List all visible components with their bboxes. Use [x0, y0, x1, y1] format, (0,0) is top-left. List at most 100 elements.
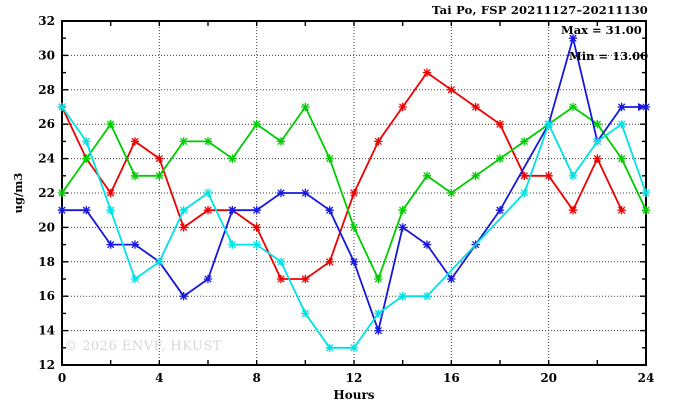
data-point-marker: [252, 223, 261, 232]
data-point-marker: [130, 274, 140, 284]
data-point-marker: [422, 171, 432, 180]
data-point-marker: [374, 309, 383, 318]
data-point-marker: [398, 292, 407, 301]
data-point-marker: [276, 137, 286, 146]
data-point-marker: [325, 206, 334, 215]
data-point-marker: [130, 137, 140, 146]
data-point-marker: [398, 206, 407, 215]
data-point-marker: [520, 171, 529, 180]
data-point-marker: [106, 240, 115, 249]
data-point-marker: [617, 206, 626, 215]
data-point-marker: [349, 223, 359, 232]
data-point-marker: [228, 154, 237, 163]
y-tick-label: 24: [38, 152, 55, 166]
y-tick-label: 28: [38, 83, 55, 97]
data-point-marker: [301, 102, 310, 112]
watermark-text: © 2026 ENVF, HKUST: [64, 339, 222, 354]
x-tick-label: 8: [252, 371, 260, 385]
data-point-marker: [325, 343, 334, 352]
data-point-marker: [495, 120, 505, 129]
data-point-marker: [568, 102, 578, 112]
data-point-marker: [447, 274, 456, 284]
data-point-marker: [179, 223, 188, 232]
data-point-marker: [106, 206, 115, 215]
data-point-marker: [349, 188, 359, 198]
x-tick-label: 16: [443, 371, 460, 385]
data-point-marker: [495, 206, 505, 215]
x-axis-label: Hours: [333, 388, 375, 402]
data-point-marker: [155, 171, 164, 180]
data-point-marker: [276, 188, 286, 198]
data-point-marker: [374, 137, 383, 146]
series-blue-line: [62, 34, 646, 334]
min-value-label: Min = 13.00: [569, 49, 649, 63]
data-point-marker: [422, 68, 432, 77]
data-point-marker: [593, 120, 602, 129]
x-tick-label: 12: [346, 371, 363, 385]
data-point-marker: [155, 257, 164, 266]
y-tick-label: 26: [38, 117, 55, 131]
x-tick-label: 0: [58, 371, 66, 385]
data-point-marker: [301, 274, 310, 284]
data-point-marker: [57, 102, 67, 112]
data-point-marker: [203, 274, 213, 284]
y-tick-label: 18: [38, 255, 55, 269]
data-point-marker: [252, 120, 261, 129]
y-tick-label: 30: [38, 48, 55, 62]
data-point-marker: [203, 188, 213, 198]
data-point-marker: [471, 102, 480, 112]
data-point-marker: [520, 188, 529, 198]
series-red: [57, 68, 626, 284]
data-point-marker: [82, 206, 91, 215]
max-min-annotation: Max = 31.00 Min = 13.00: [561, 24, 648, 63]
y-tick-label: 14: [38, 324, 55, 338]
data-point-marker: [325, 154, 334, 163]
data-point-marker: [349, 257, 359, 266]
x-tick-label: 4: [155, 371, 163, 385]
data-point-marker: [179, 206, 188, 215]
data-point-marker: [422, 292, 432, 301]
data-point-marker: [398, 223, 407, 232]
data-point-marker: [447, 85, 456, 94]
data-point-marker: [252, 240, 261, 249]
y-tick-label: 20: [38, 220, 55, 234]
data-point-marker: [544, 171, 553, 180]
data-point-marker: [179, 137, 188, 146]
data-point-marker: [422, 240, 432, 249]
data-point-marker: [203, 206, 213, 215]
data-point-marker: [179, 292, 188, 301]
data-point-marker: [617, 102, 626, 112]
data-point-marker: [228, 206, 237, 215]
data-point-marker: [106, 188, 115, 198]
data-point-marker: [252, 206, 261, 215]
tick-labels: 12 14 16 18 20 22 24 26 28 30 32 0 4 8 12 16 20 24: [38, 14, 654, 385]
data-point-marker: [447, 188, 456, 198]
data-point-marker: [301, 188, 310, 198]
data-point-marker: [228, 240, 237, 249]
max-value-label: Max = 31.00: [561, 23, 642, 37]
data-point-marker: [203, 137, 213, 146]
data-point-marker: [593, 137, 602, 146]
data-point-marker: [374, 326, 383, 335]
data-point-marker: [325, 257, 334, 266]
data-point-marker: [568, 171, 578, 180]
y-tick-label: 12: [38, 358, 55, 372]
y-tick-label: 16: [38, 289, 55, 303]
data-point-marker: [568, 34, 578, 43]
data-point-marker: [641, 188, 651, 198]
data-point-marker: [374, 274, 383, 284]
data-point-marker: [155, 154, 164, 163]
data-point-marker: [130, 240, 140, 249]
series-cyan-line: [61, 106, 647, 349]
data-point-marker: [301, 309, 310, 318]
data-point-marker: [57, 188, 67, 198]
series-blue-arrowhead: [638, 103, 646, 111]
data-point-marker: [276, 274, 286, 284]
data-point-marker: [495, 154, 505, 163]
chart-title: Tai Po, FSP 20211127–20211130: [432, 3, 648, 17]
data-point-marker: [130, 171, 140, 180]
data-point-marker: [82, 137, 91, 146]
data-point-marker: [641, 206, 651, 215]
data-point-marker: [617, 154, 626, 163]
